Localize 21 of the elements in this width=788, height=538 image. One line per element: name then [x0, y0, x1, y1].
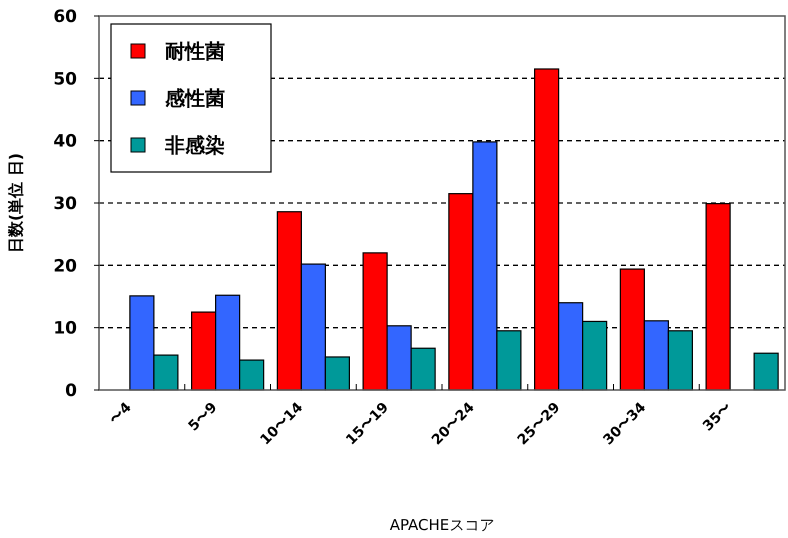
y-tick-label: 50 [53, 69, 78, 90]
legend-label: 感性菌 [164, 86, 225, 110]
x-tick-label: 10〜14 [257, 399, 306, 448]
legend-label: 耐性菌 [165, 39, 225, 63]
y-tick-label: 40 [53, 132, 78, 152]
y-tick-label: 60 [53, 6, 78, 27]
x-tick-label: 25〜29 [514, 400, 564, 448]
x-tick-label: 20〜24 [428, 399, 478, 448]
x-tick-label: 35〜 [700, 400, 735, 435]
y-axis-title: 日数(単位 日) [6, 152, 25, 254]
y-tick-label: 30 [53, 194, 78, 214]
x-tick-label: 30〜34 [600, 399, 650, 448]
legend-label: 非感染 [164, 133, 225, 157]
x-tick-label: 5〜9 [185, 400, 220, 435]
bar [754, 352, 779, 391]
x-axis-title: APACHEスコア [390, 516, 494, 534]
y-tick-label: 20 [53, 256, 78, 276]
y-tick-label: 0 [65, 380, 78, 401]
x-tick-label: 〜4 [106, 399, 135, 428]
y-tick-label: 10 [53, 318, 78, 339]
x-tick-label: 15〜19 [343, 400, 392, 448]
